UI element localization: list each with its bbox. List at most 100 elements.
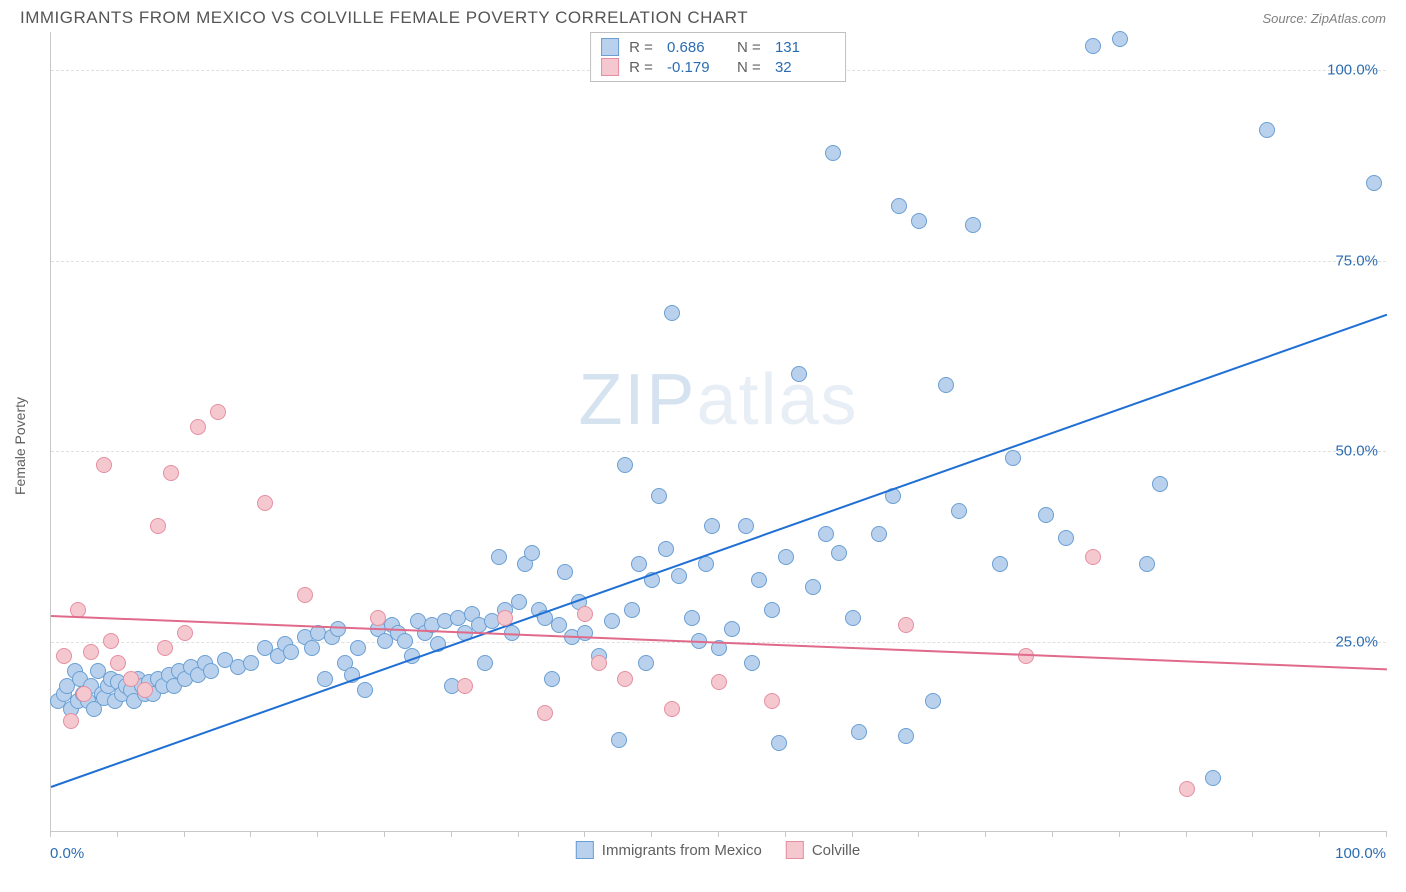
data-point xyxy=(704,518,720,534)
chart-source: Source: ZipAtlas.com xyxy=(1262,11,1386,26)
corr-r-label: R = xyxy=(629,39,657,56)
data-point xyxy=(951,503,967,519)
data-point xyxy=(898,617,914,633)
data-point xyxy=(1205,770,1221,786)
data-point xyxy=(477,655,493,671)
legend-label: Colville xyxy=(812,842,860,859)
data-point xyxy=(210,404,226,420)
data-point xyxy=(497,610,513,626)
data-point xyxy=(891,198,907,214)
data-point xyxy=(76,686,92,702)
y-tick-label: 100.0% xyxy=(1327,62,1378,79)
x-tick xyxy=(785,831,786,837)
legend-item: Immigrants from Mexico xyxy=(576,841,762,859)
x-tick-label-left: 0.0% xyxy=(50,845,84,862)
legend-swatch xyxy=(601,58,619,76)
data-point xyxy=(123,671,139,687)
series-legend: Immigrants from Mexico Colville xyxy=(576,841,860,859)
data-point xyxy=(671,568,687,584)
data-point xyxy=(557,564,573,580)
y-tick-label: 50.0% xyxy=(1335,443,1378,460)
x-tick xyxy=(718,831,719,837)
data-point xyxy=(357,682,373,698)
x-tick xyxy=(1386,831,1387,837)
data-point xyxy=(1152,476,1168,492)
trend-line xyxy=(51,314,1388,788)
corr-n-value: 32 xyxy=(775,59,835,76)
data-point xyxy=(491,549,507,565)
data-point xyxy=(1139,556,1155,572)
data-point xyxy=(1112,31,1128,47)
data-point xyxy=(771,735,787,751)
data-point xyxy=(1085,38,1101,54)
gridline xyxy=(51,261,1386,262)
corr-r-value: 0.686 xyxy=(667,39,727,56)
data-point xyxy=(283,644,299,660)
data-point xyxy=(604,613,620,629)
x-tick xyxy=(451,831,452,837)
chart-title: IMMIGRANTS FROM MEXICO VS COLVILLE FEMAL… xyxy=(20,8,748,28)
data-point xyxy=(257,495,273,511)
x-tick xyxy=(1119,831,1120,837)
data-point xyxy=(651,488,667,504)
data-point xyxy=(243,655,259,671)
corr-n-value: 131 xyxy=(775,39,835,56)
data-point xyxy=(664,305,680,321)
legend-swatch xyxy=(601,38,619,56)
data-point xyxy=(203,663,219,679)
x-tick xyxy=(518,831,519,837)
x-tick xyxy=(184,831,185,837)
data-point xyxy=(631,556,647,572)
legend-swatch xyxy=(576,841,594,859)
correlation-row: R = -0.179N = 32 xyxy=(601,57,835,77)
data-point xyxy=(177,625,193,641)
data-point xyxy=(898,728,914,744)
x-tick xyxy=(1186,831,1187,837)
data-point xyxy=(1085,549,1101,565)
plot-area: ZIPatlas 25.0%50.0%75.0%100.0% xyxy=(50,32,1386,831)
x-tick xyxy=(852,831,853,837)
data-point xyxy=(577,606,593,622)
x-tick xyxy=(985,831,986,837)
corr-n-label: N = xyxy=(737,39,765,56)
data-point xyxy=(825,145,841,161)
data-point xyxy=(1366,175,1382,191)
data-point xyxy=(684,610,700,626)
x-tick xyxy=(1319,831,1320,837)
data-point xyxy=(1259,122,1275,138)
data-point xyxy=(511,594,527,610)
data-point xyxy=(724,621,740,637)
data-point xyxy=(698,556,714,572)
data-point xyxy=(350,640,366,656)
data-point xyxy=(617,671,633,687)
data-point xyxy=(617,457,633,473)
data-point xyxy=(1038,507,1054,523)
x-tick xyxy=(1252,831,1253,837)
data-point xyxy=(965,217,981,233)
data-point xyxy=(56,648,72,664)
x-tick xyxy=(117,831,118,837)
data-point xyxy=(83,644,99,660)
x-tick xyxy=(384,831,385,837)
data-point xyxy=(537,705,553,721)
data-point xyxy=(150,518,166,534)
data-point xyxy=(457,678,473,694)
corr-r-value: -0.179 xyxy=(667,59,727,76)
data-point xyxy=(1005,450,1021,466)
data-point xyxy=(791,366,807,382)
data-point xyxy=(624,602,640,618)
data-point xyxy=(711,674,727,690)
chart-header: IMMIGRANTS FROM MEXICO VS COLVILLE FEMAL… xyxy=(0,0,1406,32)
x-tick xyxy=(1052,831,1053,837)
data-point xyxy=(397,633,413,649)
legend-label: Immigrants from Mexico xyxy=(602,842,762,859)
scatter-chart: ZIPatlas 25.0%50.0%75.0%100.0% R = 0.686… xyxy=(50,32,1386,832)
data-point xyxy=(638,655,654,671)
watermark-text: ZIPatlas xyxy=(578,359,858,441)
data-point xyxy=(103,633,119,649)
y-tick-label: 75.0% xyxy=(1335,252,1378,269)
data-point xyxy=(751,572,767,588)
x-tick xyxy=(250,831,251,837)
x-tick xyxy=(651,831,652,837)
correlation-legend: R = 0.686 N = 131R = -0.179N = 32 xyxy=(590,32,846,82)
